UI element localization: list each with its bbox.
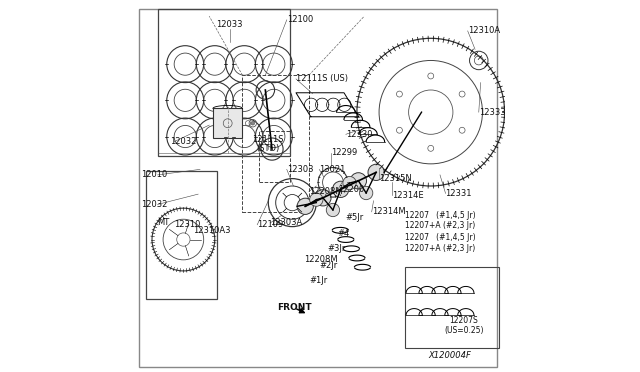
Text: 12310A3: 12310A3 [193,226,230,235]
Circle shape [343,176,356,190]
Circle shape [297,198,314,214]
Bar [259,131,291,182]
Text: 12310A: 12310A [468,26,500,35]
Text: 12207S: 12207S [450,316,478,325]
Text: #2Jr: #2Jr [319,261,337,270]
Circle shape [368,164,384,180]
Bar [157,9,291,157]
Text: 12330: 12330 [346,130,372,139]
Bar [146,171,216,299]
Text: 12207   (#1,4,5 Jr): 12207 (#1,4,5 Jr) [405,233,476,242]
Text: #5Jr: #5Jr [346,213,364,222]
Text: 12200: 12200 [338,185,364,194]
Text: #3Jr: #3Jr [328,244,346,253]
Bar [213,109,243,138]
Text: 12032: 12032 [141,200,167,209]
Text: FRONT: FRONT [277,303,312,312]
Text: 12033: 12033 [216,20,243,29]
Circle shape [315,190,331,206]
Text: 12207+A (#2,3 Jr): 12207+A (#2,3 Jr) [405,244,475,253]
Text: 12331: 12331 [445,189,472,198]
Circle shape [326,203,340,217]
Text: 12310: 12310 [174,220,200,229]
Text: 12111S: 12111S [253,135,284,144]
Text: 12314M: 12314M [372,207,405,217]
Circle shape [251,121,255,125]
Text: MT: MT [157,218,170,227]
Text: X120004F: X120004F [429,351,472,360]
Text: 12111S (US): 12111S (US) [296,74,348,83]
Text: (STD): (STD) [257,144,280,153]
Text: 13021: 13021 [319,165,346,174]
Text: 12303A: 12303A [270,218,303,227]
Circle shape [310,193,323,206]
Circle shape [350,173,367,189]
Text: (US=0.25): (US=0.25) [444,326,484,335]
Circle shape [360,186,372,200]
Text: 12208M: 12208M [309,187,342,196]
Text: 12303: 12303 [287,165,313,174]
Text: 12109: 12109 [257,220,284,229]
Text: 12032: 12032 [170,137,197,146]
Text: 12314E: 12314E [392,191,424,200]
Bar [405,267,499,349]
Text: 12010: 12010 [141,170,167,179]
Text: 12207+A (#2,3 Jr): 12207+A (#2,3 Jr) [405,221,475,230]
Text: #1Jr: #1Jr [310,276,328,285]
Text: 12208M: 12208M [305,255,338,264]
Text: 12333: 12333 [479,108,506,117]
Text: #4: #4 [338,230,350,238]
Bar [243,75,309,212]
Text: 12100: 12100 [287,15,313,24]
Text: 12207   (#1,4,5 Jr): 12207 (#1,4,5 Jr) [405,211,476,220]
Text: 12299: 12299 [331,148,357,157]
Text: 12315N: 12315N [379,174,412,183]
Circle shape [333,181,349,198]
